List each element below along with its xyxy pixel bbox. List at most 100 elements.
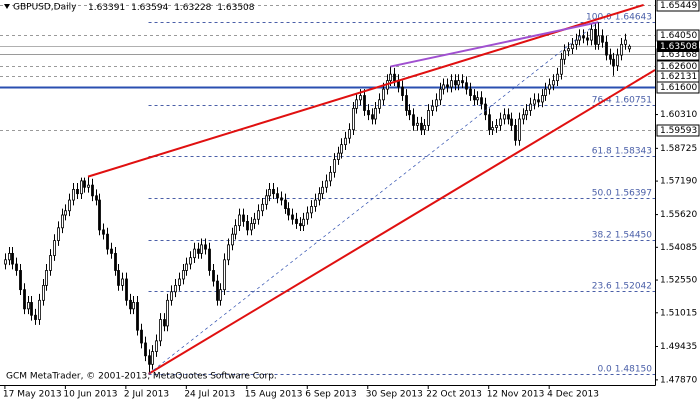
candle-body	[367, 110, 370, 116]
y-tick-label: 1.54085	[660, 243, 697, 253]
candle-body	[586, 37, 589, 41]
candle-body	[340, 144, 343, 154]
candle-body	[450, 80, 453, 88]
fib-price: 1.52042	[615, 281, 652, 291]
fib-price: 1.58343	[615, 146, 652, 156]
candle-body	[378, 99, 381, 109]
fib-ratio: 38.2	[592, 230, 612, 240]
candle-body	[136, 302, 139, 331]
candle-body	[216, 280, 219, 301]
trendlines	[87, 3, 655, 375]
candle-body	[578, 35, 581, 41]
candle-body	[106, 233, 109, 250]
candle-body	[427, 110, 430, 126]
candle-body	[416, 122, 419, 126]
y-tick-label: 1.60310	[660, 110, 697, 120]
candle-body	[616, 54, 619, 67]
candle-body	[431, 105, 434, 111]
candle-body	[34, 314, 37, 320]
candle-body	[412, 114, 415, 126]
candle-body	[148, 355, 151, 365]
candle-body	[333, 159, 336, 173]
candle-body	[491, 127, 494, 131]
candle-body	[620, 43, 623, 56]
candle-body	[253, 218, 256, 224]
candle-body	[405, 95, 408, 111]
level-label: 1.62600	[660, 62, 697, 72]
candle-body	[382, 88, 385, 101]
candle-body	[393, 73, 396, 82]
candle-body	[185, 263, 188, 271]
candle-body	[212, 270, 215, 282]
candle-body	[45, 270, 48, 286]
candle-body	[575, 39, 578, 45]
y-tick-label: 1.51015	[660, 308, 697, 318]
candle-body	[420, 122, 423, 131]
x-tick-label: 24 Jul 2013	[184, 390, 235, 400]
fib-label: 61.8 1.58343	[592, 146, 652, 156]
x-tick-label: 2 Jul 2013	[124, 390, 169, 400]
candle-body	[507, 114, 510, 120]
candle-body	[87, 184, 90, 188]
candle-body	[117, 270, 120, 286]
level-label: 1.61600	[660, 83, 697, 93]
candle-body	[102, 229, 105, 235]
fib-ratio: 61.8	[592, 146, 612, 156]
x-tick-label: 4 Dec 2013	[547, 390, 599, 400]
candle-body	[401, 86, 404, 96]
x-tick-label: 15 Aug 2013	[245, 390, 303, 400]
candle-body	[170, 291, 173, 301]
candle-body	[268, 189, 271, 197]
candle-body	[310, 206, 313, 214]
candle-body	[510, 118, 513, 126]
candle-body	[344, 137, 347, 146]
candle-body	[98, 199, 101, 231]
candle-body	[231, 233, 234, 246]
fib-price: 1.64643	[615, 12, 652, 22]
candle-body	[234, 225, 237, 235]
candle-body	[582, 35, 585, 39]
candle-body	[563, 50, 566, 60]
candle-body	[560, 58, 563, 75]
candle-body	[197, 248, 200, 254]
candle-body	[19, 270, 22, 291]
candle-body	[484, 103, 487, 116]
candle-body	[287, 208, 290, 216]
candle-body	[76, 189, 79, 195]
fib-price: 1.54450	[615, 230, 652, 240]
candle-body	[529, 103, 532, 111]
candle-body	[359, 95, 362, 101]
ohlc-high: 1.63594	[131, 3, 168, 13]
candle-body	[337, 152, 340, 160]
candle-body	[189, 257, 192, 265]
x-tick-label: 10 Jun 2013	[63, 390, 117, 400]
candle-body	[495, 125, 498, 128]
trendline	[148, 21, 599, 375]
candle-body	[371, 114, 374, 120]
candle-body	[30, 302, 33, 316]
candle-body	[544, 88, 547, 96]
candle-body	[68, 199, 71, 212]
candle-body	[163, 319, 166, 327]
candle-body	[64, 210, 67, 216]
candle-body	[57, 227, 60, 241]
fib-label: 50.0 1.56397	[592, 188, 652, 198]
candle-body	[476, 97, 479, 101]
candle-body	[318, 193, 321, 201]
candle-body	[132, 302, 135, 310]
candle-body	[114, 252, 117, 271]
level-label: 1.62131	[660, 72, 697, 82]
candle-body	[15, 263, 18, 271]
candle-body	[284, 199, 287, 210]
y-tick-label: 1.49435	[660, 342, 697, 352]
candle-body	[522, 114, 525, 120]
trendline	[390, 21, 599, 68]
fib-ratio: 23.6	[592, 281, 612, 291]
candle-body	[178, 278, 181, 286]
candle-body	[27, 302, 30, 310]
candle-body	[159, 319, 162, 342]
fib-ratio: 100.0	[586, 12, 612, 22]
candle-body	[423, 125, 426, 131]
